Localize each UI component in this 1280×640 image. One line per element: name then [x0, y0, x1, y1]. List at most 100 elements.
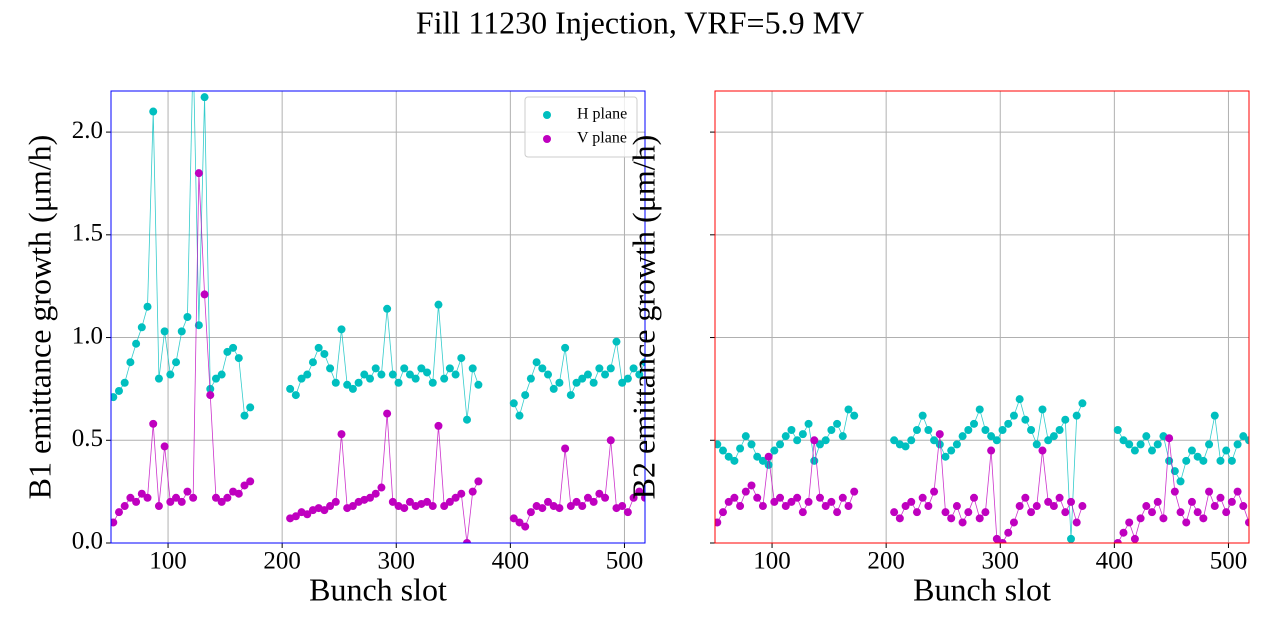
point	[200, 93, 209, 102]
point	[987, 446, 996, 455]
point	[1136, 440, 1145, 449]
point	[1210, 502, 1219, 511]
legend-marker	[543, 135, 551, 143]
point	[1239, 432, 1248, 441]
point	[166, 497, 175, 506]
point	[838, 493, 847, 502]
point	[987, 432, 996, 441]
point	[521, 391, 530, 400]
point	[724, 452, 733, 461]
point	[183, 487, 192, 496]
point	[314, 343, 323, 352]
legend-box	[524, 96, 638, 158]
point	[177, 497, 186, 506]
series-line	[716, 434, 1249, 543]
y-tick-label: 1.0	[72, 322, 103, 349]
point	[1153, 440, 1162, 449]
point	[377, 370, 386, 379]
point	[331, 378, 340, 387]
point	[246, 403, 255, 412]
point	[366, 493, 375, 502]
point	[1182, 456, 1191, 465]
point	[544, 370, 553, 379]
point	[1227, 456, 1236, 465]
point	[606, 436, 615, 445]
point	[947, 514, 956, 523]
point	[160, 442, 169, 451]
point	[635, 370, 644, 379]
point	[1072, 411, 1081, 420]
point	[844, 405, 853, 414]
point	[1222, 446, 1231, 455]
point	[924, 502, 933, 511]
point	[417, 364, 426, 373]
y-tick-label: 1.5	[72, 220, 103, 247]
point	[566, 391, 575, 400]
point	[394, 378, 403, 387]
point	[935, 430, 944, 439]
point	[474, 380, 483, 389]
point	[463, 539, 471, 543]
point	[1119, 528, 1128, 537]
point	[589, 378, 598, 387]
point	[172, 493, 181, 502]
point	[1113, 426, 1122, 434]
y-tick-label: 0.0	[72, 528, 103, 555]
frame	[110, 90, 646, 544]
point	[618, 378, 627, 387]
point	[1078, 502, 1087, 511]
point	[850, 411, 859, 420]
point	[468, 364, 477, 373]
point	[1187, 497, 1196, 506]
point	[320, 349, 329, 358]
point	[975, 405, 984, 414]
point	[941, 452, 950, 461]
point	[730, 493, 739, 502]
point	[718, 446, 727, 455]
point	[509, 399, 518, 408]
point	[1245, 436, 1249, 445]
point	[1153, 497, 1162, 506]
point	[629, 364, 638, 373]
point	[1176, 477, 1185, 486]
point	[1055, 493, 1064, 502]
point	[189, 46, 197, 54]
point	[521, 522, 530, 531]
point	[223, 347, 232, 356]
point	[781, 432, 790, 441]
point	[764, 452, 773, 461]
point	[815, 440, 824, 449]
point	[1136, 514, 1145, 523]
point	[992, 436, 1001, 445]
point	[589, 497, 598, 506]
x-tick-label: 400	[1096, 548, 1134, 575]
point	[428, 378, 437, 387]
point	[935, 440, 944, 449]
point	[1009, 411, 1018, 420]
point	[958, 432, 967, 441]
point	[1067, 534, 1075, 543]
point	[981, 426, 990, 434]
x-tick-label: 300	[378, 548, 416, 575]
point	[952, 440, 961, 449]
point	[297, 374, 306, 383]
point	[776, 440, 785, 449]
point	[445, 497, 454, 506]
point	[758, 456, 767, 465]
point	[1170, 487, 1179, 496]
point	[1187, 446, 1196, 455]
point	[787, 497, 796, 506]
point	[428, 502, 437, 511]
point	[377, 483, 386, 492]
point	[114, 386, 123, 395]
point	[578, 502, 587, 511]
point	[400, 504, 409, 513]
point	[833, 419, 842, 428]
point	[827, 497, 836, 506]
point	[758, 502, 767, 511]
point	[354, 378, 363, 387]
y-axis-label: B2 emittance growth (μm/h)	[625, 135, 661, 500]
point	[1072, 518, 1081, 527]
point	[815, 493, 824, 502]
point	[918, 411, 927, 420]
